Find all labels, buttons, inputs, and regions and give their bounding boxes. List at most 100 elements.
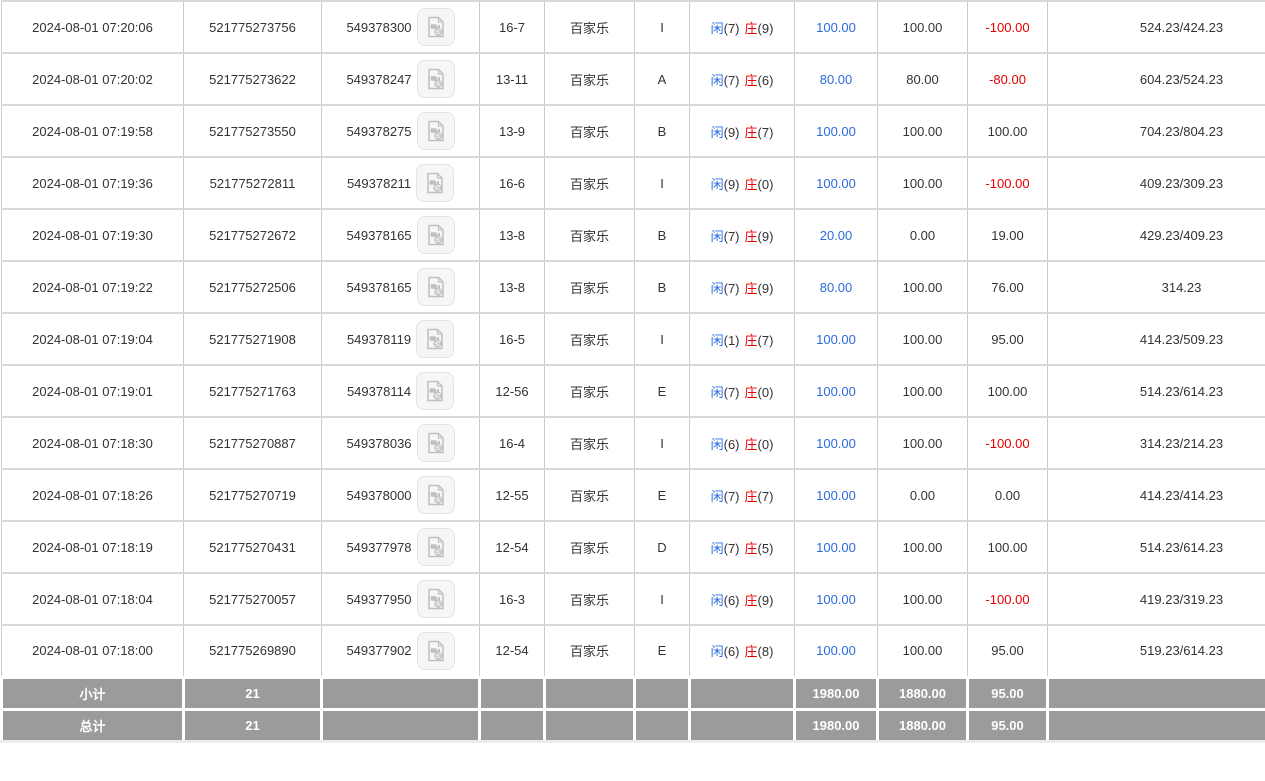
video-replay-button[interactable] (416, 476, 455, 514)
banker-label: 庄 (744, 436, 758, 452)
video-replay-button[interactable] (416, 216, 455, 254)
cell-game-type: 百家乐 (544, 364, 635, 417)
subtotal-winloss: 95.00 (991, 685, 1024, 701)
player-result: 闲(7) (711, 226, 740, 245)
cell-grade: I (634, 416, 690, 469)
table-round: 16-3 (498, 591, 526, 607)
video-replay-button[interactable] (416, 60, 455, 98)
cell-grade: I (634, 312, 690, 365)
bet-time: 2024-08-01 07:19:36 (32, 175, 153, 191)
subtotal-winloss-cell: 95.00 (966, 675, 1049, 711)
bet-time: 2024-08-01 07:19:30 (32, 227, 153, 243)
bet-amount-link[interactable]: 100.00 (816, 591, 856, 607)
cell-valid-bet: 100.00 (877, 364, 968, 417)
bet-amount-link[interactable]: 80.00 (819, 71, 853, 87)
player-label: 闲 (710, 228, 724, 244)
game-number-wrap: 549378275 (324, 112, 477, 150)
video-file-icon (427, 432, 444, 454)
banker-label: 庄 (744, 332, 758, 348)
cell-table-round: 12-54 (479, 520, 545, 573)
video-replay-button[interactable] (416, 528, 455, 566)
total-winloss: 95.00 (991, 717, 1024, 733)
bet-amount-link[interactable]: 100.00 (816, 123, 856, 139)
game-type: 百家乐 (569, 124, 609, 140)
cell-game-number: 549378300 (321, 0, 480, 53)
cell-valid-bet: 0.00 (877, 208, 968, 261)
cell-game-result: 闲(9) 庄(0) (689, 156, 795, 209)
player-points: (7) (723, 540, 740, 556)
cell-win-loss: -100.00 (967, 0, 1048, 53)
video-file-icon (427, 588, 444, 610)
cell-table-round: 16-3 (479, 572, 545, 625)
cell-table-round: 12-56 (479, 364, 545, 417)
cell-win-loss: 95.00 (967, 312, 1048, 365)
bet-amount-link[interactable]: 20.00 (819, 227, 853, 243)
banker-result: 庄(7) (745, 122, 774, 141)
video-file-icon (427, 68, 444, 90)
bet-amount-link[interactable]: 100.00 (816, 487, 856, 503)
game-type: 百家乐 (569, 644, 609, 660)
banker-points: (5) (757, 540, 774, 556)
table-round: 13-8 (498, 227, 526, 243)
grade-letter: B (657, 279, 667, 295)
subtotal-label: 小计 (79, 686, 106, 702)
banker-result: 庄(0) (745, 174, 774, 193)
bet-amount-link[interactable]: 100.00 (816, 175, 856, 191)
cell-valid-bet: 100.00 (877, 416, 968, 469)
total-bet: 1980.00 (812, 717, 860, 733)
table-row: 2024-08-01 07:18:19 521775270431 5493779… (1, 520, 1265, 573)
game-number-wrap: 549378165 (324, 268, 477, 306)
cell-game-number: 549377902 (321, 624, 480, 677)
cell-game-result: 闲(7) 庄(0) (689, 364, 795, 417)
video-replay-button[interactable] (416, 112, 455, 150)
cell-bet-time: 2024-08-01 07:18:30 (1, 416, 184, 469)
subtotal-count-cell: 21 (182, 675, 323, 711)
video-replay-button[interactable] (416, 320, 455, 358)
video-replay-button[interactable] (416, 164, 455, 202)
cell-grade: I (634, 156, 690, 209)
table-row: 2024-08-01 07:19:22 521775272506 5493781… (1, 260, 1265, 313)
valid-bet-amount: 100.00 (902, 123, 943, 139)
video-replay-button[interactable] (416, 631, 455, 670)
subtotal-label-cell: 小计 (0, 675, 185, 711)
banker-label: 庄 (744, 176, 758, 192)
table-row: 2024-08-01 07:19:30 521775272672 5493781… (1, 208, 1265, 261)
cell-bet-time: 2024-08-01 07:20:06 (1, 0, 184, 53)
cell-order-number: 521775273622 (183, 52, 322, 105)
bet-amount-link[interactable]: 100.00 (816, 331, 856, 347)
video-replay-button[interactable] (416, 580, 455, 618)
game-type: 百家乐 (569, 540, 609, 556)
cell-bet-amount: 100.00 (794, 156, 878, 209)
video-replay-button[interactable] (416, 8, 455, 46)
bet-amount-link[interactable]: 100.00 (816, 435, 856, 451)
win-loss-amount: 19.00 (991, 227, 1024, 243)
banker-label: 庄 (744, 488, 758, 504)
grade-letter: I (660, 591, 664, 607)
balance-before-after: 414.23/509.23 (1139, 331, 1224, 347)
cell-bet-amount: 100.00 (794, 468, 878, 521)
grade-letter: E (657, 487, 667, 503)
bet-time: 2024-08-01 07:19:22 (32, 279, 153, 295)
video-replay-button[interactable] (416, 372, 455, 410)
video-file-icon (427, 380, 443, 402)
cell-bet-amount: 100.00 (794, 572, 878, 625)
order-number: 521775271908 (209, 331, 296, 347)
bet-amount-link[interactable]: 100.00 (816, 643, 856, 659)
game-number: 549378247 (346, 71, 412, 87)
game-type: 百家乐 (569, 592, 609, 608)
table-round: 12-56 (495, 383, 529, 399)
banker-label: 庄 (744, 72, 758, 88)
grade-letter: I (660, 331, 664, 347)
cell-balance: 429.23/409.23 (1047, 208, 1265, 261)
bet-amount-link[interactable]: 100.00 (816, 19, 856, 35)
bet-amount-link[interactable]: 100.00 (816, 539, 856, 555)
balance-before-after: 604.23/524.23 (1139, 71, 1224, 87)
video-replay-button[interactable] (416, 268, 455, 306)
cell-bet-time: 2024-08-01 07:18:04 (1, 572, 184, 625)
game-type: 百家乐 (569, 72, 609, 88)
cell-balance: 314.23 (1047, 260, 1265, 313)
bet-amount-link[interactable]: 100.00 (816, 383, 856, 399)
game-number-wrap: 549378119 (324, 320, 477, 358)
video-replay-button[interactable] (416, 424, 455, 462)
bet-amount-link[interactable]: 80.00 (819, 279, 853, 295)
